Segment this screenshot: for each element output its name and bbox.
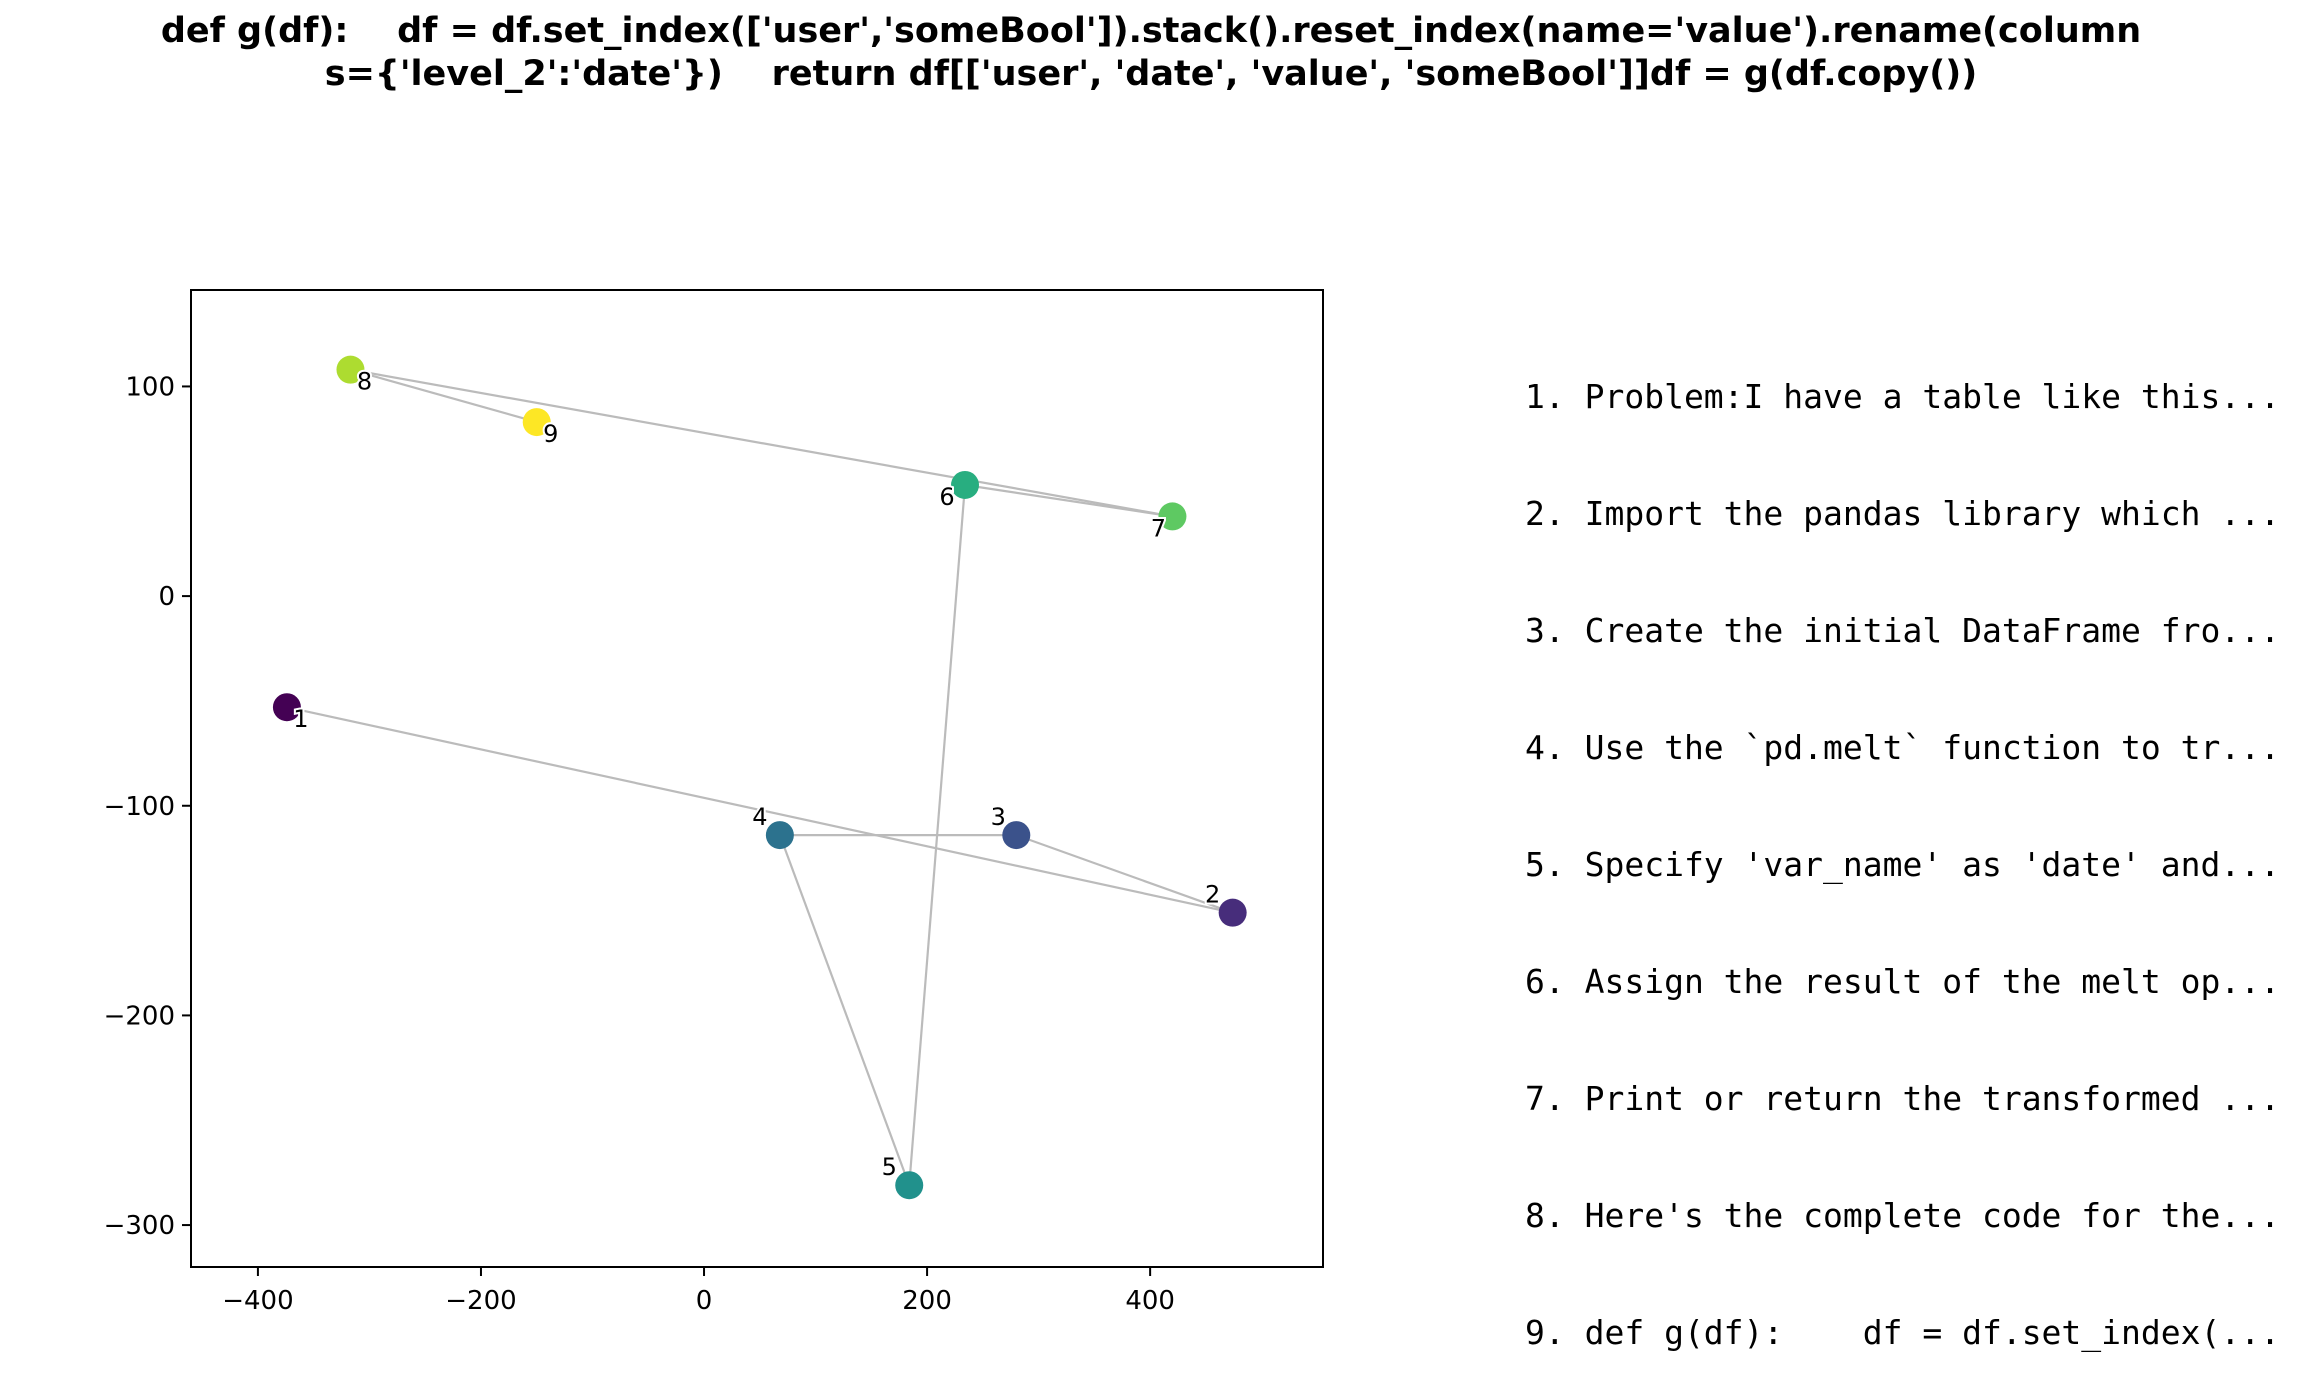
step-item: 1. Problem:I have a table like this... (1525, 377, 2280, 416)
steps-list: 1. Problem:I have a table like this... 2… (1525, 299, 2280, 1391)
data-point-label: 1 (293, 705, 308, 733)
step-item: 3. Create the initial DataFrame fro... (1525, 611, 2280, 650)
data-point (895, 1171, 924, 1200)
data-point-label: 7 (1151, 514, 1166, 542)
connector-line (286, 706, 1233, 914)
data-point (522, 408, 551, 437)
step-item: 4. Use the `pd.melt` function to tr... (1525, 728, 2280, 767)
step-item: 5. Specify 'var_name' as 'date' and... (1525, 845, 2280, 884)
y-tick-label: −200 (104, 1001, 175, 1031)
data-point (336, 355, 365, 384)
data-point (950, 470, 979, 499)
step-item: 2. Import the pandas library which ... (1525, 494, 2280, 533)
data-point-label: 5 (882, 1153, 897, 1181)
connector-line (778, 834, 911, 1186)
y-tick-label: −300 (104, 1211, 175, 1241)
data-point (1002, 821, 1031, 850)
step-item: 8. Here's the complete code for the... (1525, 1196, 2280, 1235)
x-tick-label: 0 (696, 1286, 713, 1316)
connector-line (1015, 834, 1234, 914)
data-point-label: 8 (357, 368, 372, 396)
x-tick-label: 200 (902, 1286, 952, 1316)
step-item: 9. def g(df): df = df.set_index(... (1525, 1313, 2280, 1352)
chart-title: def g(df): df = df.set_index(['user','so… (0, 10, 2302, 96)
scatter-plot: −400 −200 0 200 400 −300 −200 −100 0 100 1 2 3 4 5 6 7 8 9 (104, 289, 1324, 1316)
chart-title-line-2: s={'level_2':'date'}) return df[['user',… (324, 54, 1978, 95)
y-tick-label: 100 (125, 372, 175, 402)
plot-frame (190, 289, 1324, 1268)
data-point-label: 9 (543, 420, 558, 448)
x-tick-label: −200 (445, 1286, 516, 1316)
step-item: 6. Assign the result of the melt op... (1525, 962, 2280, 1001)
connector-line (908, 484, 967, 1186)
data-point-label: 6 (939, 483, 954, 511)
y-tick-label: −100 (104, 792, 175, 822)
chart-title-line-1: def g(df): df = df.set_index(['user','so… (160, 11, 2142, 51)
data-point-label: 3 (991, 803, 1006, 831)
y-tick-label: 0 (158, 582, 175, 612)
data-point (272, 693, 301, 722)
connector-line (350, 368, 1173, 518)
data-point (1158, 502, 1187, 531)
x-tick-label: 400 (1125, 1286, 1175, 1316)
data-point (765, 821, 794, 850)
x-tick-label: −400 (222, 1286, 293, 1316)
data-point-label: 4 (752, 803, 767, 831)
connector-line (350, 368, 538, 424)
data-point-label: 2 (1205, 881, 1220, 909)
step-item: 7. Print or return the transformed ... (1525, 1079, 2280, 1118)
data-point (1218, 898, 1247, 927)
